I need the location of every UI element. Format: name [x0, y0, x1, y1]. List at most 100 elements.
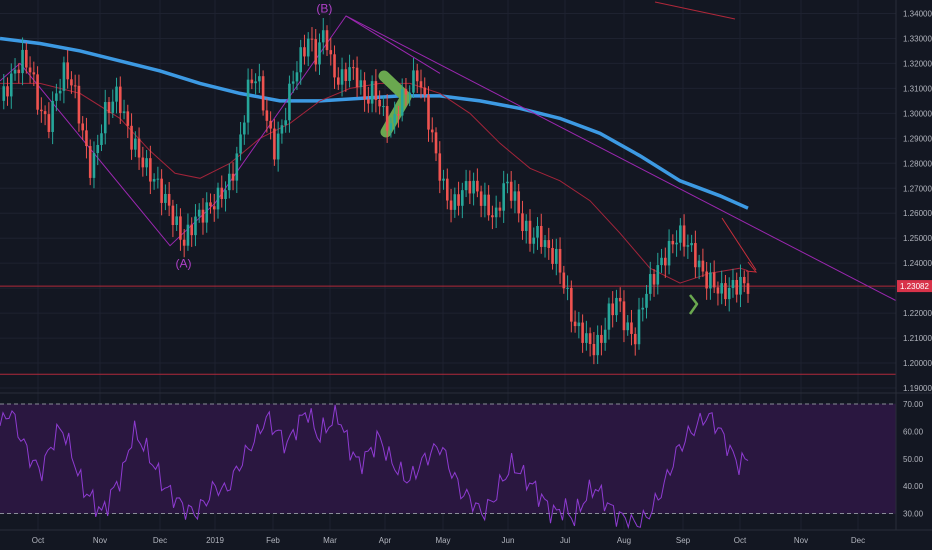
candle-body: [592, 343, 596, 356]
candle-body: [427, 95, 430, 130]
candle-body: [445, 178, 449, 201]
candle-body: [555, 248, 558, 264]
candle-body: [77, 85, 81, 124]
candle-body: [269, 120, 272, 129]
y-tick-label: 1.21000: [903, 334, 932, 343]
candle-body: [36, 74, 39, 110]
candle-body: [122, 111, 126, 113]
rsi-series: [0, 404, 749, 530]
candle-body: [186, 224, 190, 246]
candle-body: [724, 283, 727, 300]
y-tick-label: 1.26000: [903, 209, 932, 218]
wave-label: (A): [176, 256, 192, 270]
candle-body: [299, 47, 303, 73]
candle-body: [160, 178, 163, 203]
candle-body: [100, 133, 103, 145]
candle-body: [746, 283, 750, 294]
candle-body: [276, 133, 280, 160]
candle-body: [611, 303, 614, 316]
candle-body: [149, 158, 152, 182]
x-tick-label: Aug: [617, 536, 631, 545]
red-arrow-line: [721, 217, 757, 271]
rsi-tick-label: 60.00: [903, 427, 924, 436]
candle-body: [250, 79, 254, 84]
y-tick-label: 1.31000: [903, 84, 932, 93]
candle-body: [453, 194, 457, 210]
candle-body: [239, 134, 242, 154]
candle-body: [179, 216, 182, 240]
candle-body: [254, 81, 257, 84]
candle-body: [618, 297, 622, 302]
candle-body: [171, 205, 175, 226]
candle-body: [566, 287, 569, 289]
candle-body: [21, 49, 24, 74]
ma-200-line: [0, 36, 749, 210]
x-tick-label: Jul: [560, 536, 570, 545]
candle-body: [126, 111, 130, 126]
candle-body: [671, 240, 675, 245]
candle-body: [6, 86, 9, 97]
y-tick-label: 1.32000: [903, 59, 932, 68]
candle-body: [600, 334, 603, 343]
candle-body: [130, 125, 133, 150]
candle-body: [389, 123, 393, 131]
candle-body: [58, 90, 62, 94]
candle-body: [517, 191, 521, 214]
candle-body: [536, 225, 539, 238]
candle-body: [468, 181, 472, 194]
candle-body: [739, 276, 742, 295]
candle-body: [705, 271, 708, 289]
x-tick-label: Mar: [323, 536, 337, 545]
candle-body: [430, 129, 434, 133]
candle-body: [656, 265, 660, 285]
candle-body: [615, 297, 618, 316]
candle-body: [461, 190, 464, 206]
candle-body: [145, 158, 148, 168]
candle-body: [359, 80, 363, 88]
candle-body: [476, 180, 479, 192]
candle-body: [175, 216, 178, 226]
candle-body: [682, 225, 686, 247]
candle-body: [73, 85, 77, 87]
candle-body: [367, 99, 370, 104]
candle-body: [164, 193, 167, 203]
rsi-tick-label: 50.00: [903, 455, 924, 464]
candle-body: [318, 42, 321, 65]
candle-body: [494, 207, 498, 218]
candle-body: [528, 220, 532, 244]
candle-body: [190, 224, 193, 236]
x-tick-label: Dec: [153, 536, 167, 545]
candle-body: [235, 153, 239, 181]
candle-body: [273, 128, 276, 160]
candle-body: [701, 260, 705, 272]
candle-body: [352, 67, 355, 69]
candle-body: [524, 220, 528, 232]
candle-body: [325, 30, 329, 51]
candle-body: [96, 144, 100, 154]
x-tick-label: Jun: [502, 536, 515, 545]
candle-body: [521, 213, 524, 232]
candle-body: [284, 120, 287, 126]
candle-body: [382, 106, 385, 108]
candle-body: [697, 260, 701, 268]
candle-body: [167, 193, 171, 206]
candle-body: [423, 87, 427, 96]
candle-body: [645, 293, 648, 308]
x-tick-label: May: [435, 536, 450, 545]
candle-body: [442, 178, 445, 181]
candle-body: [66, 62, 69, 80]
y-tick-label: 1.29000: [903, 134, 932, 143]
candle-body: [246, 79, 250, 123]
wave-line: [0, 15, 441, 247]
rsi-tick-label: 30.00: [903, 510, 924, 519]
candle-body: [306, 38, 310, 57]
trend-line-top: [654, 1, 736, 20]
candle-body: [596, 334, 599, 356]
candle-body: [141, 157, 145, 168]
candle-body: [483, 194, 487, 206]
candle-body: [344, 69, 348, 81]
candle-body: [694, 243, 697, 268]
candle-body: [92, 153, 96, 178]
